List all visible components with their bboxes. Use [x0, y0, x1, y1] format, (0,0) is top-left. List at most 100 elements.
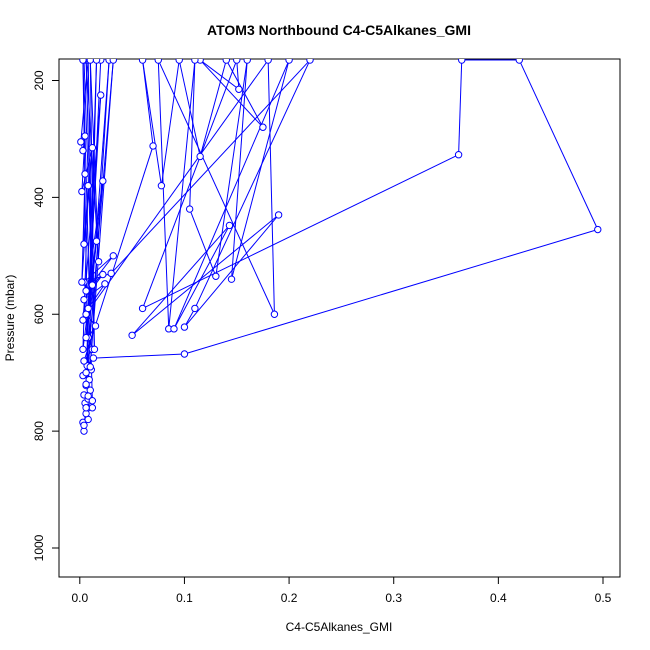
series-segment [199, 59, 240, 90]
plot-frame [58, 58, 621, 578]
data-point [454, 151, 463, 159]
series-segment [231, 60, 248, 280]
data-point [99, 177, 107, 185]
data-point [154, 59, 162, 64]
data-point [80, 240, 88, 248]
y-axis-label: Pressure (mbar) [3, 275, 17, 362]
x-tick-label: 0.0 [71, 591, 88, 605]
y-tick-label: 800 [32, 421, 46, 441]
series-segment [110, 59, 311, 274]
x-tick-label: 0.5 [595, 591, 612, 605]
series-segment [93, 353, 185, 359]
data-point [97, 91, 105, 99]
series-segment [236, 60, 240, 90]
series-segment [194, 59, 311, 309]
series-segment [157, 59, 275, 315]
series-segment [85, 59, 269, 315]
data-point [225, 221, 234, 230]
chart-title: ATOM3 Northbound C4-C5Alkanes_GMI [207, 22, 471, 38]
data-point [196, 152, 204, 161]
series-segment [131, 214, 279, 336]
data-point [81, 132, 89, 140]
x-axis-label: C4-C5Alkanes_GMI [286, 620, 393, 634]
data-point [101, 280, 109, 288]
x-tick-label: 0.3 [385, 591, 402, 605]
data-point [306, 59, 314, 64]
data-point [86, 363, 94, 371]
data-point [243, 59, 251, 64]
x-tick-label: 0.1 [176, 591, 193, 605]
data-point [138, 304, 147, 313]
x-tick-label: 0.2 [281, 591, 298, 605]
data-point [88, 404, 97, 412]
data-point [191, 304, 199, 313]
data-point [222, 59, 230, 64]
data-point [90, 345, 99, 354]
data-point [109, 252, 117, 260]
series-segment [189, 208, 217, 277]
data-series [77, 59, 602, 435]
data-point [82, 368, 90, 377]
series-segment [89, 60, 110, 367]
data-point [92, 237, 101, 245]
data-point [128, 331, 136, 339]
data-point [94, 257, 103, 266]
series-segment [157, 60, 170, 329]
data-point [235, 85, 243, 93]
data-point [107, 269, 115, 278]
data-point [138, 59, 147, 64]
y-tick-label: 400 [32, 187, 46, 207]
y-tick-label: 200 [32, 70, 46, 90]
data-point [285, 59, 293, 64]
series-segment [231, 59, 290, 280]
data-point [91, 322, 100, 330]
data-point [175, 59, 183, 64]
data-point [227, 275, 236, 283]
series-segment [518, 59, 599, 230]
data-point [212, 272, 220, 280]
series-segment [85, 60, 93, 286]
data-point [109, 59, 117, 64]
series-segment [184, 229, 598, 355]
data-point [157, 181, 166, 190]
data-point [89, 354, 98, 362]
data-point [99, 270, 107, 279]
series-segment [131, 225, 230, 336]
data-point [264, 59, 272, 64]
series-segment [199, 59, 227, 157]
data-point [458, 59, 466, 64]
data-point [80, 295, 88, 304]
data-point [82, 404, 90, 412]
data-point [274, 211, 283, 219]
data-point [92, 59, 101, 64]
series-segment [267, 60, 275, 315]
series-segment [168, 60, 196, 329]
data-point [77, 138, 85, 146]
series-segment [142, 59, 154, 147]
series-segment [160, 59, 180, 186]
data-point [259, 123, 267, 131]
series-segment [81, 147, 93, 192]
data-point [80, 421, 88, 429]
data-point [515, 59, 523, 64]
data-point [82, 380, 90, 389]
data-point [191, 59, 199, 64]
data-point [84, 304, 92, 313]
data-point [79, 59, 87, 64]
series-segment [142, 59, 238, 309]
series-segment [458, 60, 463, 155]
data-point [78, 187, 86, 196]
data-point [88, 144, 97, 152]
data-point [81, 170, 89, 178]
data-point [84, 181, 92, 190]
y-tick-label: 600 [32, 304, 46, 324]
series-segment [178, 59, 201, 157]
x-axis: 0.0 0.1 0.2 0.3 0.4 0.5 [71, 576, 612, 605]
y-tick-label: 1000 [32, 534, 46, 561]
data-point [270, 310, 279, 318]
series-segment [173, 59, 290, 330]
data-point [82, 333, 90, 342]
data-point [79, 316, 87, 324]
y-axis: 200 400 600 800 1000 [32, 70, 60, 561]
